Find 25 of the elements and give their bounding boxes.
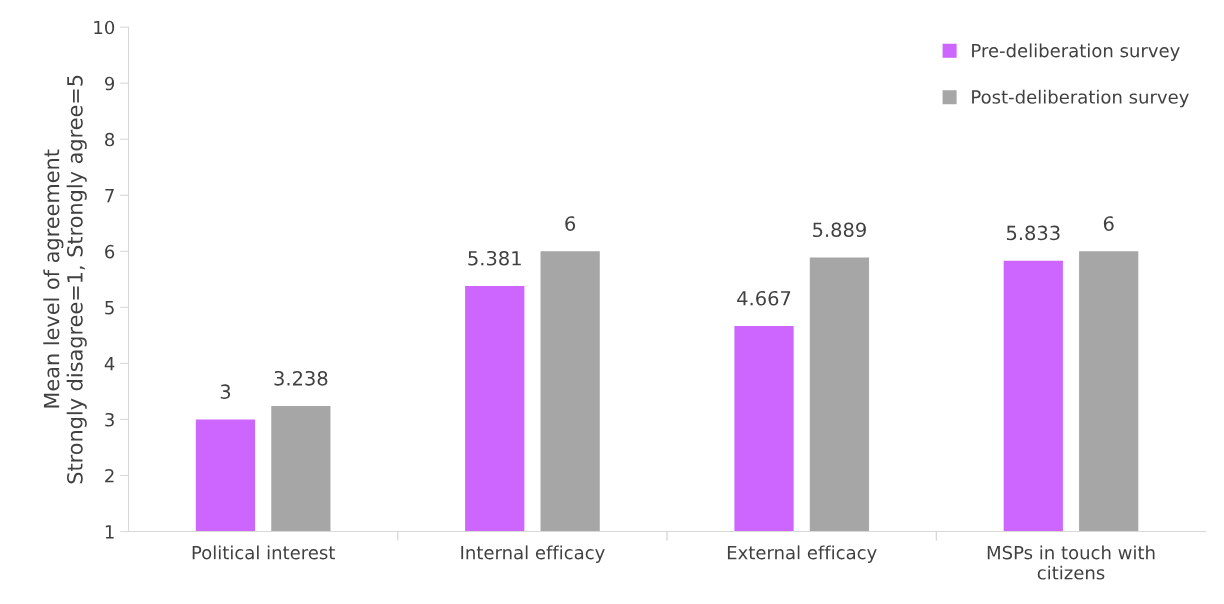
y-axis-title: Mean level of agreement Strongly disagree=1, Strongly agree=5 [43, 75, 87, 484]
legend-label: Post-deliberation survey [972, 89, 1189, 108]
y-tick-label: 3 [105, 412, 114, 427]
y-tick-label: 8 [105, 132, 115, 147]
x-tick-label: External efficacy [727, 545, 877, 563]
data-label: 6 [1103, 216, 1114, 231]
y-tick-label: 1 [105, 525, 114, 539]
data-label: 5.889 [813, 222, 866, 238]
y-tick-label: 10 [94, 20, 115, 35]
x-tick-label: Political interest [192, 545, 335, 560]
y-tick-label: 9 [104, 76, 115, 91]
legend-label: Pre-deliberation survey [972, 43, 1180, 61]
data-label: 4.667 [737, 290, 791, 306]
y-tick-label: 7 [105, 188, 114, 203]
data-label: 3.238 [274, 370, 328, 386]
y-tick-label: 5 [105, 301, 114, 315]
data-label: 5.381 [468, 250, 521, 266]
x-tick-label: Internal efficacy [461, 545, 605, 563]
data-label: 3 [220, 384, 231, 400]
data-label: 6 [565, 216, 576, 231]
y-tick-label: 6 [105, 244, 115, 259]
data-label: 5.833 [1006, 225, 1060, 241]
x-tick-label: MSPs in touch with citizens [987, 545, 1155, 580]
y-tick-label: 4 [104, 357, 115, 371]
y-tick-label: 2 [105, 468, 114, 483]
